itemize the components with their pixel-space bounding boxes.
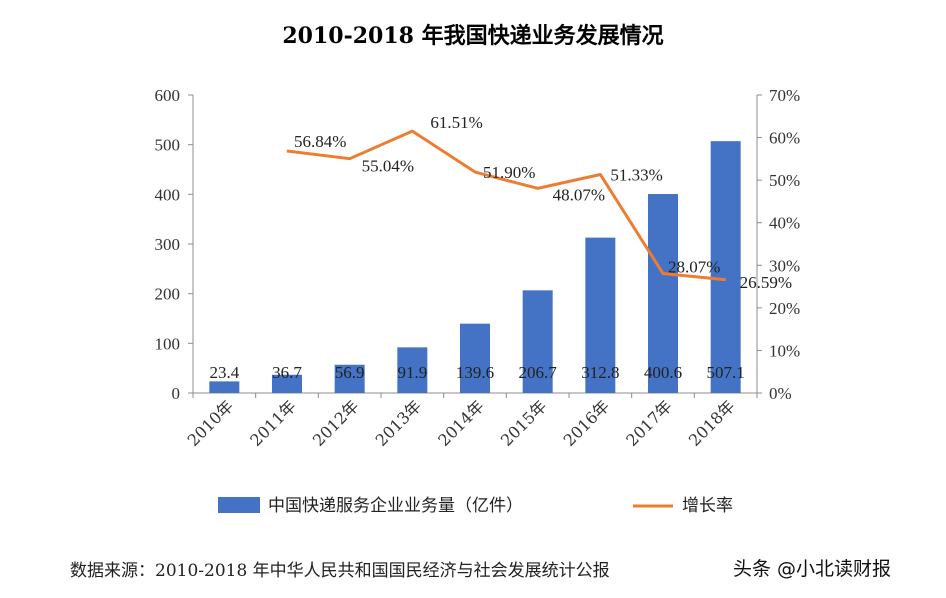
bar-value-label: 507.1: [707, 363, 745, 382]
growth-point: [411, 130, 413, 132]
bar-value-label: 206.7: [519, 363, 558, 382]
bar: [209, 381, 240, 393]
bar-value-label: 139.6: [456, 363, 494, 382]
bar-value-label: 91.9: [397, 363, 427, 382]
right-tick-label: 70%: [769, 86, 800, 105]
right-tick-label: 40%: [769, 214, 800, 233]
legend-bar-swatch: [218, 497, 260, 513]
bar: [397, 347, 428, 393]
chart-title: 2010-2018 年我国快递业务发展情况: [282, 23, 664, 49]
growth-value-label: 56.84%: [294, 132, 346, 151]
x-category-label: 2018年: [685, 396, 739, 450]
bar: [334, 364, 365, 393]
right-tick-label: 60%: [769, 129, 800, 148]
growth-point: [349, 158, 351, 160]
right-tick-label: 20%: [769, 299, 800, 318]
bar: [648, 194, 678, 393]
source-note: 数据来源：2010-2018 年中华人民共和国国民经济与社会发展统计公报: [70, 561, 610, 581]
bar: [460, 323, 490, 393]
bar: [272, 374, 302, 393]
bar-value-label: 56.9: [335, 363, 365, 382]
bar-value-label: 312.8: [581, 363, 619, 382]
bar-value-label: 400.6: [644, 363, 682, 382]
growth-value-label: 55.04%: [362, 157, 414, 176]
legend-line-label: 增长率: [682, 496, 733, 516]
growth-point: [537, 187, 539, 189]
growth-line: [286, 129, 727, 282]
x-category-label: 2013年: [372, 396, 426, 450]
bar: [710, 141, 741, 393]
left-tick-label: 200: [155, 285, 181, 304]
bar-labels: 23.4 36.7 56.9 91.9 139.6 206.7 312.8 400.6 507.…: [209, 363, 744, 382]
bar-value-label: 23.4: [209, 363, 239, 382]
legend: 中国快递服务企业业务量（亿件） 增长率: [218, 496, 733, 516]
growth-value-label: 28.07%: [668, 258, 720, 277]
x-category-label: 2015年: [497, 396, 551, 450]
growth-point: [725, 279, 727, 281]
right-tick-label: 10%: [769, 341, 800, 360]
growth-value-label: 51.90%: [483, 163, 535, 182]
x-category-label: 2012年: [309, 396, 363, 450]
bar-value-label: 36.7: [272, 363, 302, 382]
growth-value-label: 51.33%: [610, 165, 662, 184]
growth-point: [474, 171, 476, 173]
x-category-label: 2016年: [560, 396, 614, 450]
bars: [209, 141, 741, 393]
left-tick-label: 400: [155, 185, 181, 204]
x-category-label: 2014年: [434, 396, 488, 450]
right-tick-label: 0%: [769, 384, 792, 403]
growth-point: [662, 273, 664, 275]
watermark: 头条 @小北读财报: [733, 558, 892, 580]
growth-value-label: 48.07%: [553, 185, 605, 204]
right-tick-label: 30%: [769, 256, 800, 275]
left-tick-label: 600: [155, 86, 181, 105]
left-tick-label: 100: [155, 334, 181, 353]
x-labels: 2010年 2011年 2012年 2013年 2014年 2015年 2016年 2017年…: [184, 396, 739, 450]
x-category-label: 2011年: [246, 396, 300, 450]
left-tick-label: 0: [172, 384, 181, 403]
growth-value-label: 26.59%: [740, 273, 792, 292]
x-category-label: 2010年: [184, 396, 238, 450]
growth-point: [286, 150, 288, 152]
growth-line-path: [286, 129, 726, 282]
bar: [585, 237, 616, 393]
growth-value-label: 61.51%: [430, 113, 482, 132]
line-labels: 56.84% 55.04% 61.51% 51.90% 48.07% 51.33% 28.0…: [294, 113, 792, 292]
right-tick-label: 50%: [769, 171, 800, 190]
x-category-label: 2017年: [622, 396, 676, 450]
legend-bar-label: 中国快递服务企业业务量（亿件）: [268, 496, 523, 516]
left-tick-label: 300: [155, 235, 181, 254]
growth-point: [599, 173, 601, 175]
left-tick-label: 500: [155, 136, 181, 155]
bar: [522, 290, 553, 393]
